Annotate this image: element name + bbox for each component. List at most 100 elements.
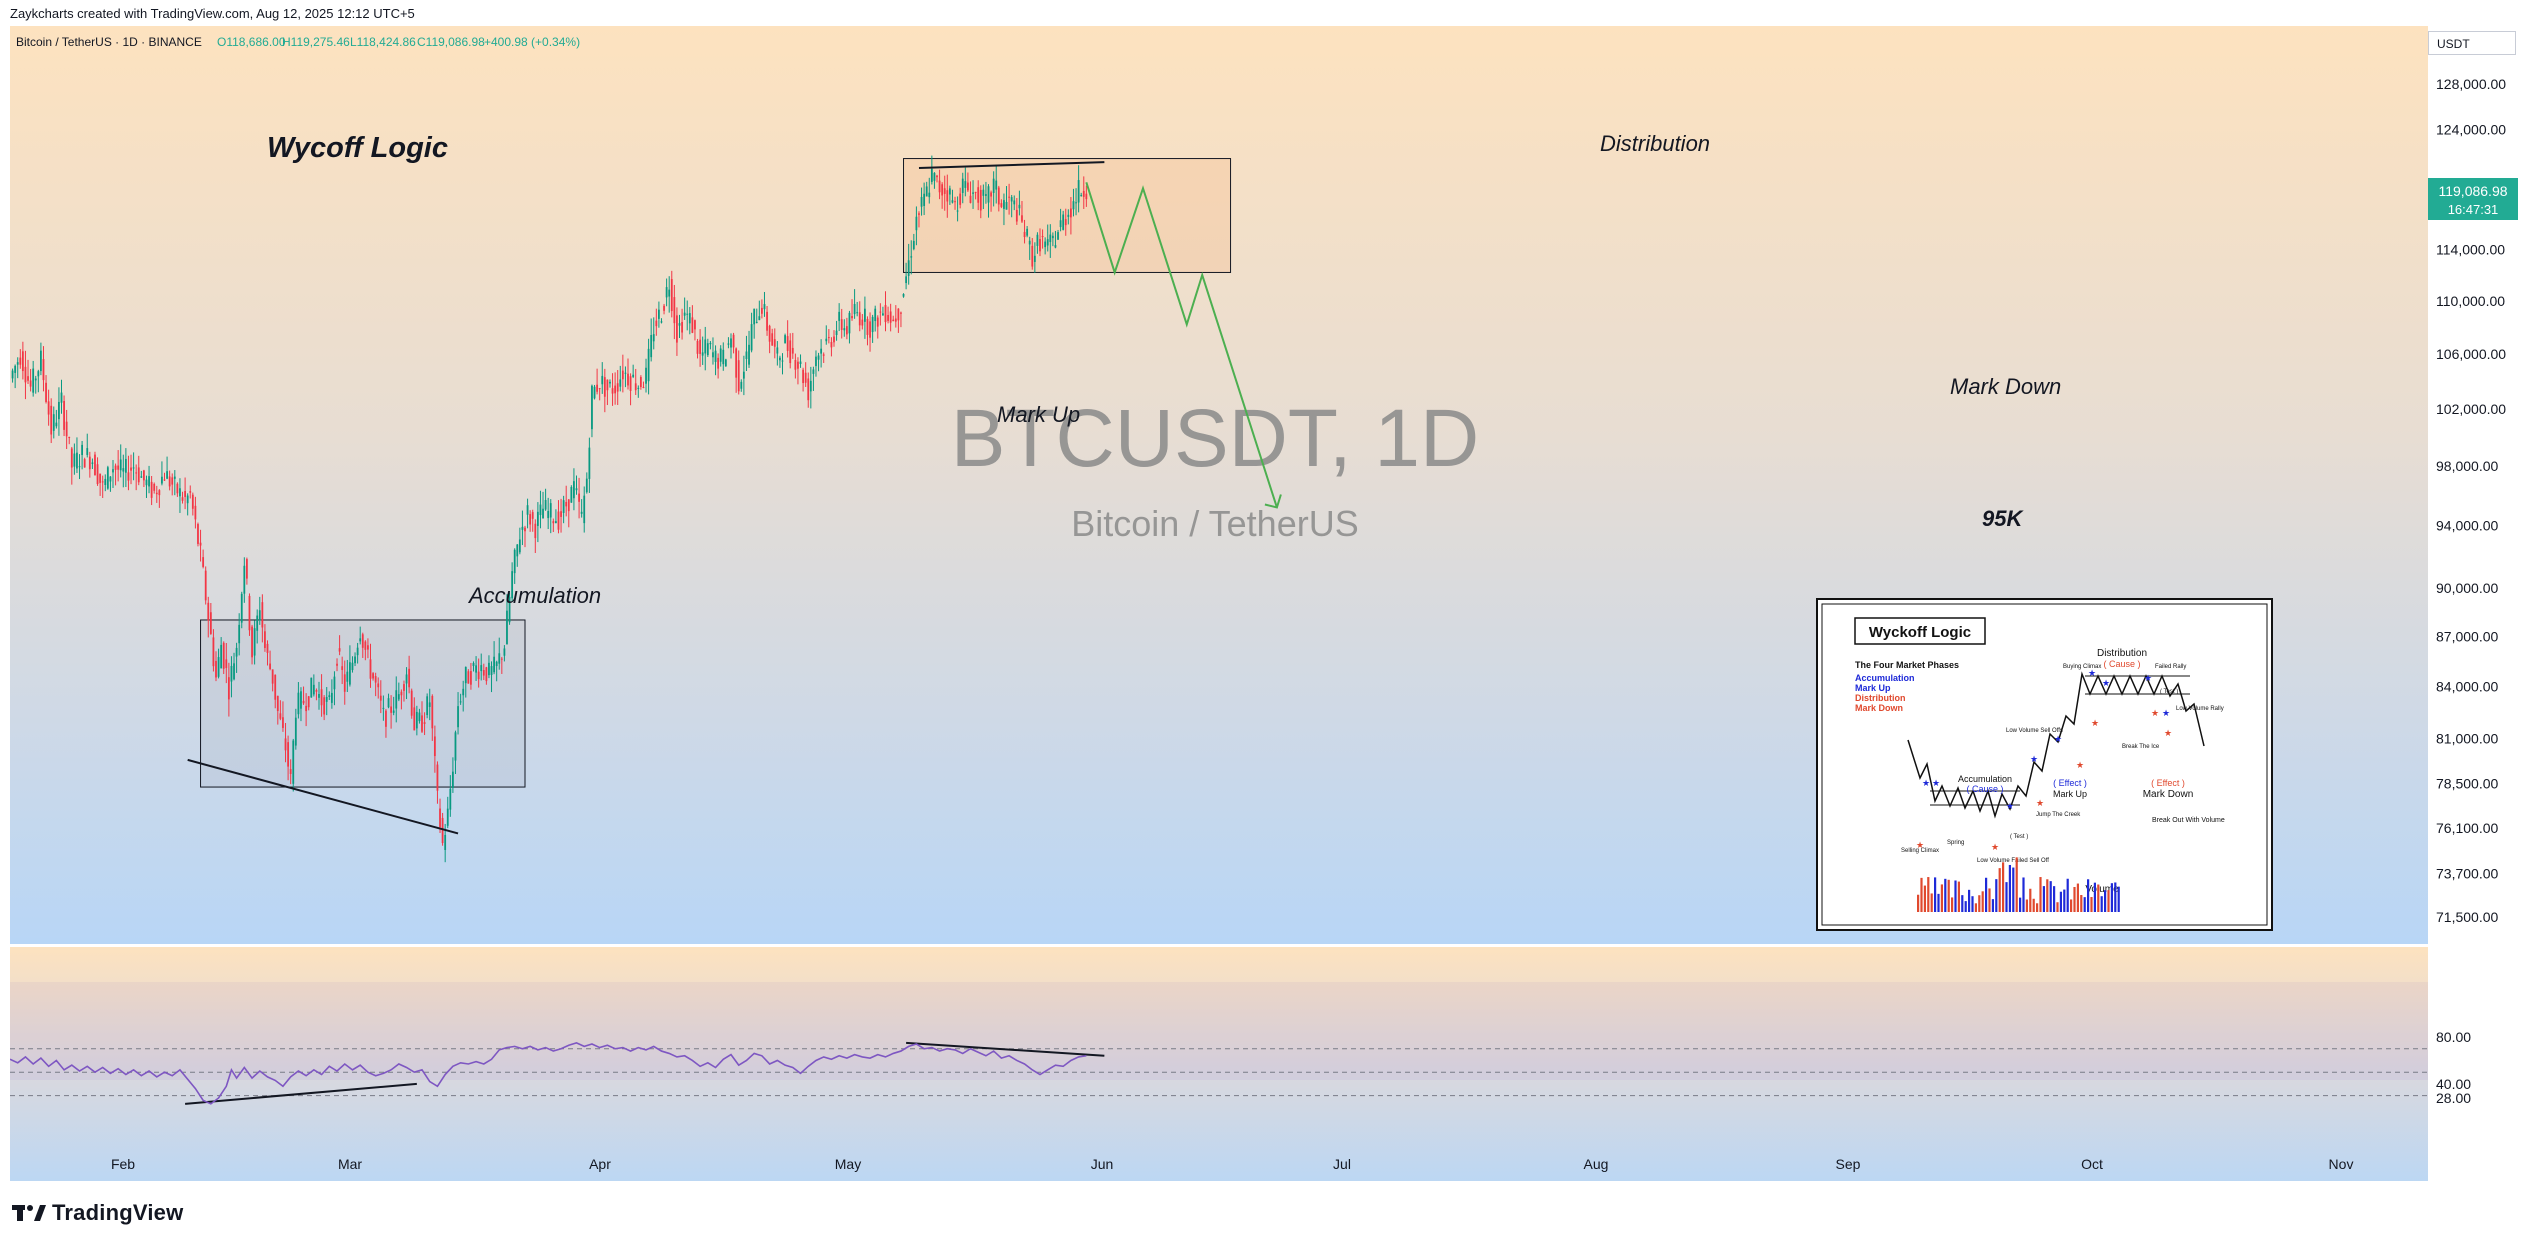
- trendlines[interactable]: [185, 161, 1105, 1105]
- candle-body: [119, 459, 122, 471]
- time-axis[interactable]: Feb Mar Apr May Jun Jul Aug Sep Oct Nov: [111, 1156, 2354, 1172]
- unit-selector[interactable]: USDT: [2428, 31, 2516, 55]
- candle-body: [987, 186, 990, 203]
- symbol-label: Bitcoin / TetherUS · 1D · BINANCE: [16, 35, 202, 49]
- price-chart-svg[interactable]: Bitcoin / TetherUS · 1D · BINANCE O118,6…: [9, 26, 2428, 1181]
- accumulation-label: Accumulation: [467, 583, 601, 608]
- candle-body: [562, 500, 565, 513]
- candle-body: [923, 193, 926, 206]
- candle-body: [866, 318, 869, 335]
- candle-body: [985, 194, 987, 196]
- inset-volume-bar: [1974, 903, 1977, 912]
- candle-body: [137, 467, 140, 483]
- candle-body: [32, 368, 35, 393]
- candle-body: [794, 359, 797, 370]
- candle-body: [325, 697, 328, 702]
- watermark-ticker: BTCUSDT, 1D: [951, 393, 1480, 484]
- pane-separator[interactable]: [10, 944, 2428, 947]
- candle-body: [665, 287, 668, 298]
- candle-body: [1057, 232, 1059, 240]
- inset-volume-bars: [1917, 857, 2120, 912]
- price-axis-svg[interactable]: 128,000.00124,000.00118,000.00114,000.00…: [2428, 26, 2531, 1181]
- candle-body: [405, 674, 408, 684]
- candle-body: [215, 660, 217, 678]
- candle-body: [47, 401, 50, 415]
- candle-body: [547, 511, 550, 519]
- inset-star-icon: ★: [1922, 778, 1930, 788]
- annotation-labels[interactable]: Wycoff Logic Accumulation Mark Up Distri…: [267, 131, 2061, 608]
- candle-body: [114, 465, 117, 470]
- candle-body: [531, 512, 534, 519]
- candle-body: [822, 354, 825, 356]
- candle-body: [745, 351, 748, 360]
- candle-body: [354, 656, 356, 664]
- candle-body: [809, 380, 812, 392]
- candles: [11, 155, 1088, 863]
- candle-body: [320, 689, 323, 706]
- candle-body: [1033, 255, 1036, 262]
- candle-body: [256, 615, 259, 631]
- candle-body: [585, 478, 588, 493]
- candle-body: [773, 339, 776, 347]
- candle-body: [361, 634, 364, 648]
- candle-body: [699, 339, 701, 354]
- price-tick-label: 94,000.00: [2436, 518, 2498, 534]
- candle-body: [838, 311, 841, 321]
- inset-volume-bar: [1964, 901, 1967, 912]
- candle-body: [382, 707, 385, 709]
- time-tick-label: Nov: [2329, 1156, 2354, 1172]
- candle-body: [969, 195, 972, 203]
- candle-body: [351, 662, 354, 671]
- candle-body: [817, 355, 820, 360]
- distribution-box: [903, 158, 1232, 273]
- candle-body: [688, 313, 691, 324]
- candle-body: [240, 593, 243, 623]
- inset-inner-frame: [1821, 603, 2268, 926]
- candle-body: [282, 717, 284, 728]
- inset-selling-climax: Selling Climax: [1901, 848, 1939, 854]
- inset-volume-bar: [2110, 883, 2113, 912]
- ohlc-low: L118,424.86: [350, 35, 416, 49]
- footer: [0, 1181, 2531, 1243]
- price-tick-label: 87,000.00: [2436, 628, 2498, 644]
- candle-body: [830, 341, 833, 348]
- inset-volume-bar: [2080, 894, 2083, 912]
- candle-body: [1039, 239, 1041, 252]
- candle-body: [614, 385, 617, 394]
- candle-body: [341, 666, 344, 670]
- ohlc-open: O118,686.00: [217, 35, 286, 49]
- tradingview-logo[interactable]: TradingView: [12, 1200, 183, 1226]
- distribution-label: Distribution: [1600, 131, 1710, 156]
- candle-body: [287, 742, 289, 767]
- inset-low-volume-failed: Low Volume Failed Sell Off: [1977, 858, 2049, 864]
- candle-body: [310, 677, 313, 698]
- candle-body: [385, 710, 387, 727]
- candle-body: [446, 808, 449, 826]
- chart-area[interactable]: Bitcoin / TetherUS · 1D · BINANCE O118,6…: [9, 26, 2428, 1181]
- inset-volume-title: Volume: [2085, 884, 2119, 895]
- price-tick-label: 90,000.00: [2436, 580, 2498, 596]
- candle-body: [428, 702, 431, 707]
- candle-body: [807, 378, 810, 401]
- candle-body: [81, 444, 83, 455]
- candle-body: [423, 722, 426, 724]
- candle-body: [197, 524, 199, 544]
- candle-body: [135, 472, 138, 474]
- candle-body: [714, 350, 717, 362]
- candle-body: [536, 511, 539, 526]
- candle-body: [475, 665, 477, 673]
- price-ticks: 128,000.00124,000.00118,000.00114,000.00…: [2436, 76, 2506, 925]
- candle-body: [88, 456, 91, 470]
- projection-path[interactable]: [1085, 181, 1282, 509]
- inset-star-icon: ★: [2091, 718, 2099, 728]
- candle-body: [166, 471, 168, 479]
- candle-body: [248, 595, 251, 631]
- projection-arrowhead: [1264, 494, 1282, 509]
- candle-body: [967, 182, 969, 191]
- candle-body: [1026, 228, 1029, 236]
- candle-body: [593, 386, 596, 399]
- price-axis[interactable]: 128,000.00124,000.00118,000.00114,000.00…: [2428, 26, 2531, 1181]
- inset-volume-bar: [2039, 877, 2042, 912]
- candle-body: [1041, 236, 1044, 238]
- candle-body: [163, 479, 166, 481]
